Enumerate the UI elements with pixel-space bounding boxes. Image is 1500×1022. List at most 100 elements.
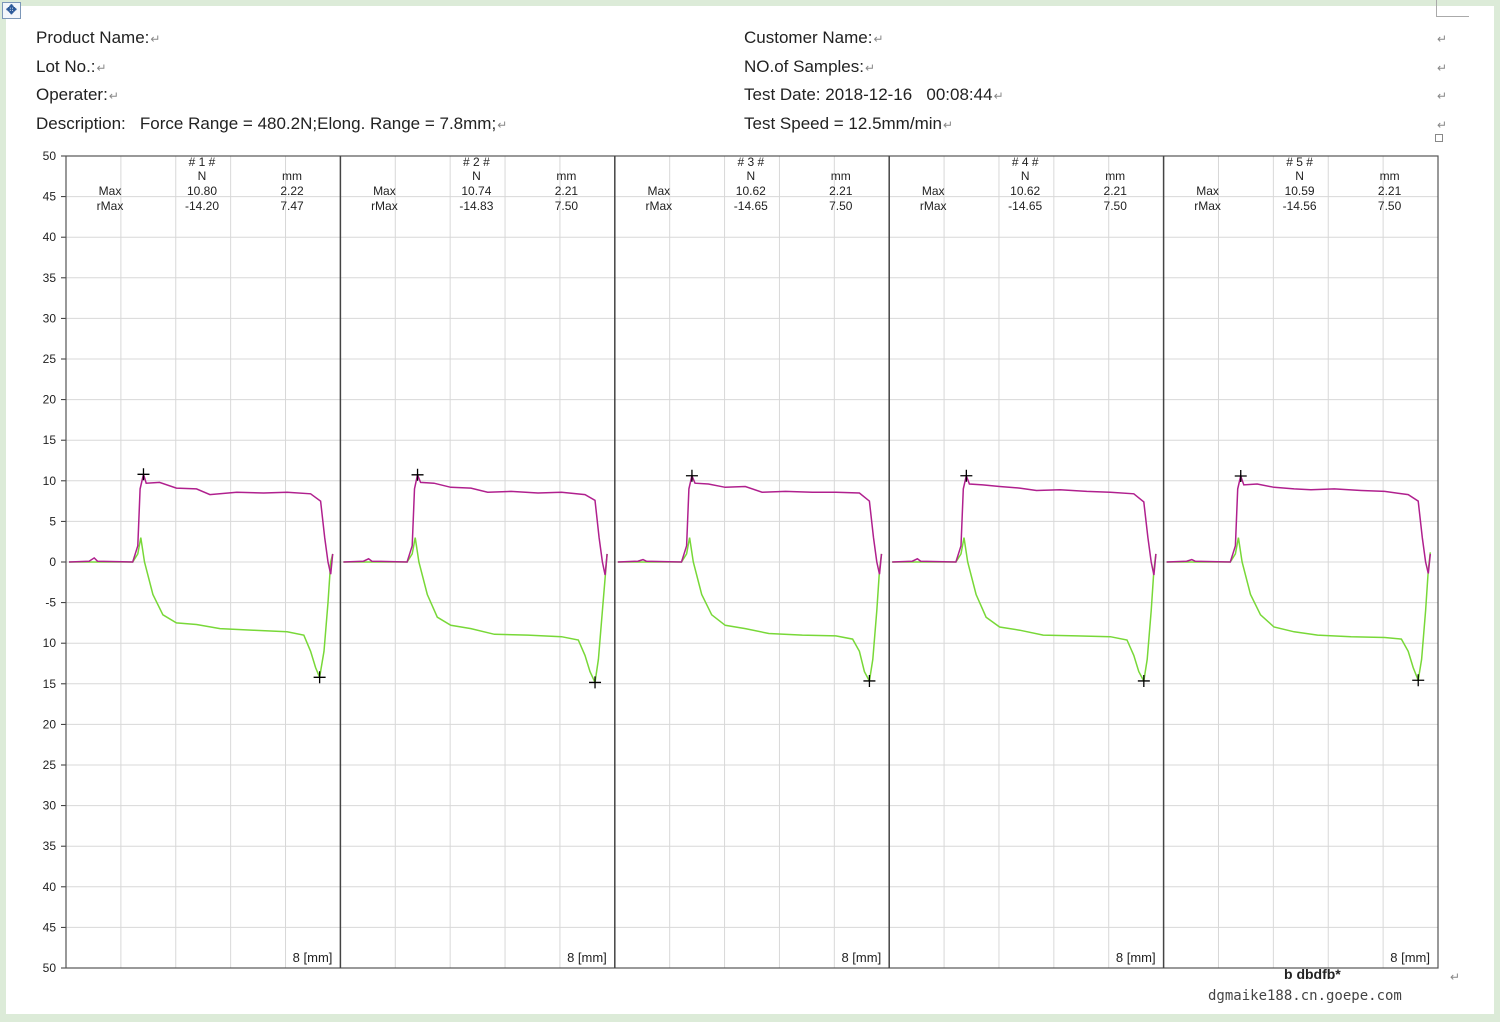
rmax-marker [1412,674,1425,687]
unit-header-mm: mm [282,169,302,183]
table-move-handle-icon[interactable]: ✥ [2,2,21,19]
num-samples-field: NO.of Samples:↵ [744,57,875,77]
paragraph-mark: ↵ [865,61,876,75]
y-tick-label: 35 [43,839,57,853]
rforce-series-line [892,537,1157,684]
unit-header-n: N [746,169,755,183]
max-force-value: 10.62 [1010,184,1040,198]
rmax-force-value: -14.20 [185,199,219,213]
row-label-max: Max [922,184,945,198]
row-end-marker [1435,134,1443,142]
rmax-force-value: -14.83 [459,199,493,213]
row-label-rmax: rMax [1194,199,1221,213]
rmax-marker [589,676,602,689]
x-axis-unit-label: 8 [mm] [1390,950,1430,965]
cell-end-mark: ↵ [1437,61,1448,75]
cell-end-mark: ↵ [1437,89,1448,103]
test-date-text: Test Date: 2018-12-16 00:08:44 [744,85,993,104]
row-label-max: Max [99,184,122,198]
max-elong-value: 2.22 [280,184,304,198]
y-tick-label: 10 [43,636,57,650]
max-force-value: 10.59 [1285,184,1315,198]
unit-header-mm: mm [1380,169,1400,183]
row-label-max: Max [1196,184,1219,198]
page-corner-mark [1436,0,1469,17]
row-label-max: Max [373,184,396,198]
y-tick-label: 15 [43,433,57,447]
rmax-elong-value: 7.47 [280,199,304,213]
paragraph-mark: ↵ [873,32,884,46]
rmax-force-value: -14.65 [1008,199,1042,213]
product-name-label: Product Name: [36,28,150,47]
max-elong-value: 2.21 [829,184,853,198]
row-label-rmax: rMax [645,199,672,213]
watermark: dgmaike188.cn.goepe.com [1208,988,1402,1004]
plot-frame [65,155,1439,969]
rmax-marker [863,674,876,687]
y-tick-label: 50 [43,149,57,163]
test-speed-text: Test Speed = 12.5mm/min [744,114,942,133]
paragraph-mark: ↵ [497,118,508,132]
max-force-value: 10.62 [736,184,766,198]
operator-field: Operater:↵ [36,85,119,105]
customer-name-label: Customer Name: [744,28,873,47]
rmax-elong-value: 7.50 [555,199,579,213]
footer-text: b dbdfb* [1284,966,1341,982]
x-axis-unit-label: 8 [mm] [1116,950,1156,965]
rmax-elong-value: 7.50 [1104,199,1128,213]
y-tick-label: 50 [43,961,57,975]
product-name-field: Product Name:↵ [36,28,160,48]
lot-no-label: Lot No.: [36,57,96,76]
max-force-value: 10.74 [461,184,491,198]
operator-label: Operater: [36,85,108,104]
paragraph-mark: ↵ [150,32,161,46]
cell-end-mark: ↵ [1437,32,1448,46]
unit-header-mm: mm [556,169,576,183]
max-marker [685,469,698,482]
y-tick-label: 45 [43,190,57,204]
y-tick-label: 20 [43,717,57,731]
description-field: Description: Force Range = 480.2N;Elong.… [36,114,507,134]
y-tick-label: 30 [43,799,57,813]
rforce-series-line [1166,537,1432,683]
y-tick-label: 5 [49,514,56,528]
x-axis-unit-label: 8 [mm] [293,950,333,965]
rforce-series-line [343,537,608,685]
num-samples-label: NO.of Samples: [744,57,864,76]
force-series-line [617,473,883,575]
sample-title: # 2 # [463,155,490,169]
y-tick-label: 40 [43,880,57,894]
max-force-value: 10.80 [187,184,217,198]
force-series-line [1166,473,1432,574]
y-tick-label: 30 [43,311,57,325]
y-tick-label: 45 [43,920,57,934]
cell-end-mark: ↵ [1437,118,1448,132]
max-marker [1234,470,1247,483]
sample-title: # 4 # [1012,155,1039,169]
max-marker [137,468,150,481]
y-tick-label: 15 [43,677,57,691]
rmax-elong-value: 7.50 [829,199,853,213]
unit-header-mm: mm [1105,169,1125,183]
force-series-line [343,472,608,576]
unit-header-n: N [1021,169,1030,183]
max-marker [411,468,424,481]
sample-title: # 1 # [189,155,216,169]
x-axis-unit-label: 8 [mm] [567,950,607,965]
paragraph-mark: ↵ [96,61,107,75]
max-elong-value: 2.21 [1104,184,1128,198]
rmax-elong-value: 7.50 [1378,199,1402,213]
y-tick-label: 25 [43,352,57,366]
max-marker [960,469,973,482]
unit-header-n: N [1295,169,1304,183]
x-axis-unit-label: 8 [mm] [841,950,881,965]
paragraph-mark: ↵ [993,89,1004,103]
rmax-force-value: -14.56 [1283,199,1317,213]
row-label-rmax: rMax [920,199,947,213]
row-label-rmax: rMax [97,199,124,213]
y-tick-label: 0 [49,555,56,569]
row-label-rmax: rMax [371,199,398,213]
unit-header-n: N [198,169,207,183]
rmax-force-value: -14.65 [734,199,768,213]
